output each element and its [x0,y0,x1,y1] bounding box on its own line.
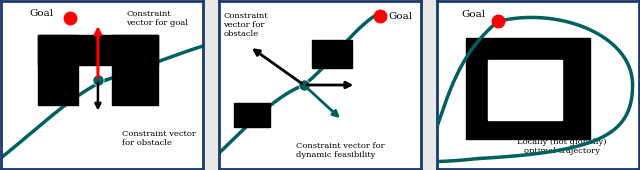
Text: Locally (not globally)
optimal trajectory: Locally (not globally) optimal trajector… [517,138,607,156]
Bar [234,103,269,127]
Text: Goal: Goal [388,12,413,21]
Bar [112,35,158,105]
Text: Constraint
vector for goal: Constraint vector for goal [126,10,188,27]
Bar [38,35,158,65]
Text: Goal: Goal [461,10,486,19]
Text: Constraint vector for
dynamic feasibility: Constraint vector for dynamic feasibilit… [296,142,385,159]
Bar [488,60,562,120]
Bar [312,40,352,68]
Text: Constraint
vector for
obstacle: Constraint vector for obstacle [223,12,268,38]
Bar [466,38,590,139]
Text: Goal: Goal [29,9,54,18]
Text: Constraint vector
for obstacle: Constraint vector for obstacle [122,130,196,147]
Bar [38,35,78,105]
